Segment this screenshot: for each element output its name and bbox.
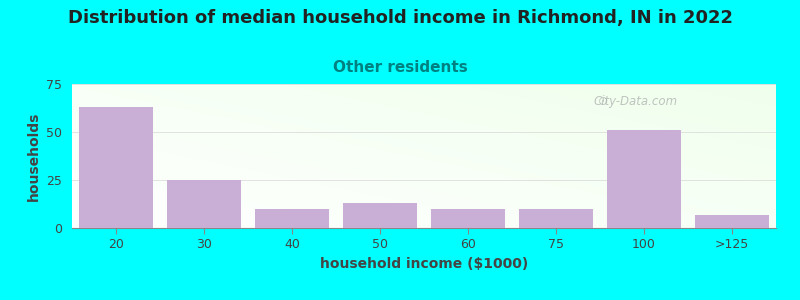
Bar bbox=[606, 130, 682, 228]
Text: City-Data.com: City-Data.com bbox=[593, 95, 678, 108]
Bar bbox=[78, 107, 154, 228]
X-axis label: household income ($1000): household income ($1000) bbox=[320, 257, 528, 271]
Bar bbox=[694, 214, 770, 228]
Text: Distribution of median household income in Richmond, IN in 2022: Distribution of median household income … bbox=[67, 9, 733, 27]
Bar bbox=[254, 209, 330, 228]
Text: ⊙: ⊙ bbox=[598, 95, 609, 108]
Y-axis label: households: households bbox=[26, 111, 41, 201]
Bar bbox=[166, 180, 242, 228]
Bar bbox=[518, 209, 594, 228]
Bar bbox=[430, 209, 506, 228]
Bar bbox=[342, 203, 418, 228]
Text: Other residents: Other residents bbox=[333, 60, 467, 75]
